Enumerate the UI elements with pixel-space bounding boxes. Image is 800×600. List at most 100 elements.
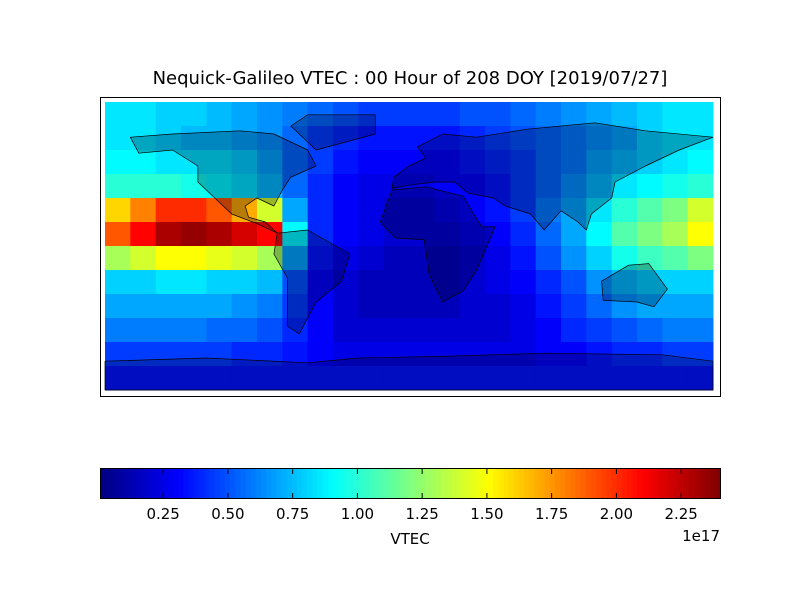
heatmap-cell (282, 222, 309, 247)
colorbar-segment (596, 469, 602, 498)
colorbar-segment (374, 469, 381, 498)
heatmap-cell (586, 126, 613, 151)
heatmap-cell (459, 174, 486, 199)
heatmap-cell (358, 246, 385, 271)
heatmap-cell (687, 366, 714, 391)
heatmap-cell (206, 366, 233, 391)
colorbar-segment (523, 469, 530, 498)
heatmap-cell (561, 246, 587, 271)
heatmap-cell (282, 174, 309, 199)
colorbar-segment (204, 469, 210, 498)
heatmap-cell (383, 126, 410, 151)
heatmap-cell (333, 102, 359, 127)
heatmap-cell (307, 174, 334, 199)
heatmap-cell (485, 126, 511, 151)
heatmap-cell (586, 102, 613, 127)
heatmap-cell (662, 342, 689, 367)
colorbar-segment (580, 469, 587, 498)
colorbar-segment (420, 469, 427, 498)
colorbar-segment (126, 469, 133, 498)
heatmap-cell (637, 294, 663, 319)
colorbar-tick-label: 1.00 (341, 505, 374, 523)
heatmap-cell (434, 222, 461, 247)
heatmap-cell (485, 246, 511, 271)
coastlines (105, 115, 713, 390)
heatmap-cell (383, 270, 410, 295)
colorbar-segment (647, 469, 654, 498)
colorbar-segment (658, 469, 664, 498)
colorbar-segment (384, 469, 391, 498)
heatmap-cell (535, 342, 562, 367)
heatmap-cell (231, 150, 258, 175)
colorbar-segment (400, 469, 406, 498)
heatmap-cell (383, 318, 410, 343)
heatmap-cell (535, 198, 562, 223)
colorbar-segment (353, 469, 360, 498)
heatmap-cell (231, 318, 258, 343)
colorbar-segment (142, 469, 149, 498)
colorbar-segment (611, 469, 618, 498)
heatmap-cell (561, 318, 587, 343)
heatmap-cell (535, 222, 562, 247)
heatmap-cell (687, 174, 714, 199)
colorbar-tick-label: 0.75 (276, 505, 309, 523)
heatmap-cell (434, 198, 461, 223)
colorbar-tick-label: 0.50 (211, 505, 244, 523)
colorbar-segment (168, 469, 174, 498)
heatmap-cell (662, 102, 689, 127)
colorbar-segment (214, 469, 221, 498)
heatmap-cell (257, 294, 283, 319)
heatmap-cell (662, 318, 689, 343)
colorbar-segment (529, 469, 535, 498)
colorbar-segment (327, 469, 334, 498)
colorbar-segment (503, 469, 510, 498)
heatmap-cell (662, 174, 689, 199)
heatmap-cell (459, 294, 486, 319)
colorbar-segment (425, 469, 432, 498)
heatmap-cell (130, 318, 157, 343)
heatmap-cell (282, 318, 309, 343)
heatmap-cell (333, 342, 359, 367)
heatmap-cell (586, 246, 613, 271)
heatmap-cell (155, 102, 182, 127)
heatmap-cell (105, 198, 131, 223)
heatmap-cell (434, 318, 461, 343)
heatmap-cell (687, 294, 714, 319)
heatmap-cell (434, 150, 461, 175)
heatmap-cell (358, 150, 385, 175)
heatmap-cell (282, 294, 309, 319)
heatmap-cell (181, 246, 207, 271)
heatmap-cell (510, 366, 537, 391)
heatmap-cell (485, 366, 511, 391)
heatmap-cell (206, 342, 233, 367)
colorbar-segment (668, 469, 675, 498)
heatmap-cell (561, 270, 587, 295)
colorbar-segment (224, 469, 231, 498)
heatmap-cell (409, 222, 435, 247)
antarctica (105, 353, 713, 390)
heatmap-cell (155, 342, 182, 367)
colorbar-tick-label: 1.25 (405, 505, 438, 523)
heatmap-cell (434, 342, 461, 367)
heatmap-cell (282, 102, 309, 127)
heatmap-cell (459, 270, 486, 295)
heatmap-cell (510, 222, 537, 247)
heatmap-cell (358, 270, 385, 295)
heatmap-cell (257, 366, 283, 391)
heatmap-cell (434, 270, 461, 295)
colorbar-segment (508, 469, 515, 498)
heatmap-cell (130, 294, 157, 319)
heatmap-cell (409, 294, 435, 319)
heatmap-cell (231, 126, 258, 151)
heatmap-cell (434, 102, 461, 127)
colorbar-segment (229, 469, 236, 498)
colorbar-segment (245, 469, 252, 498)
heatmap-cell (586, 198, 613, 223)
heatmap-cell (105, 102, 131, 127)
heatmap-cell (257, 318, 283, 343)
heatmap-cell (282, 150, 309, 175)
colorbar-segment (369, 469, 375, 498)
colorbar-segment (451, 469, 458, 498)
colorbar-segment (364, 469, 370, 498)
colorbar-segment (137, 469, 143, 498)
